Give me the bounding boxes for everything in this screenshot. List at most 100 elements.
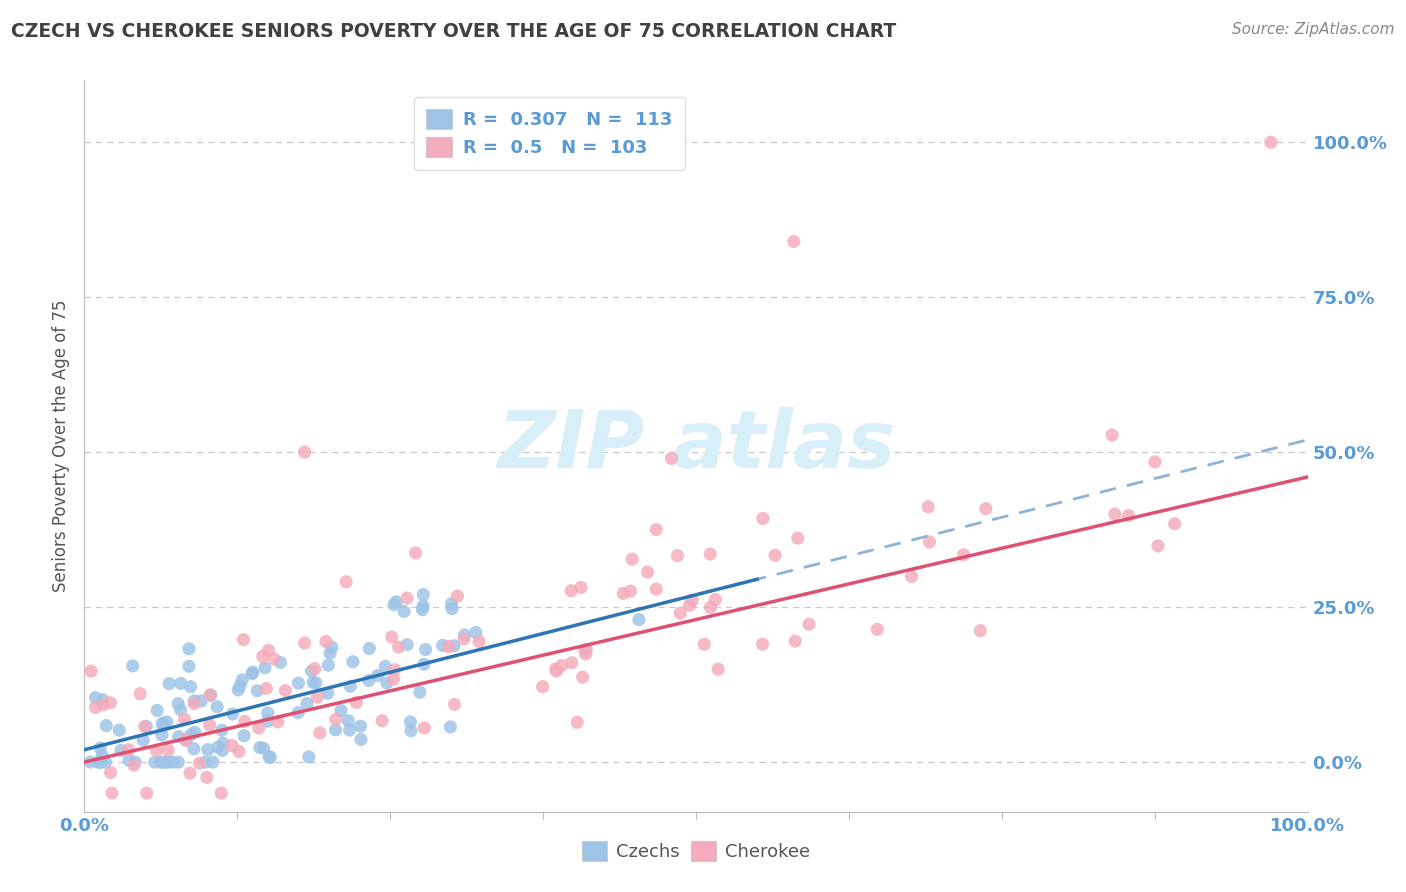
Point [315, 634, 337, 648]
Point [1118, 508, 1140, 523]
Point [339, 723, 361, 737]
Point [392, 604, 415, 618]
Text: Source: ZipAtlas.com: Source: ZipAtlas.com [1232, 22, 1395, 37]
Point [295, 697, 318, 711]
Point [396, 638, 419, 652]
Point [287, 706, 309, 720]
Point [294, 445, 316, 459]
Point [157, 755, 180, 769]
Point [367, 668, 389, 682]
Point [531, 680, 554, 694]
Point [132, 733, 155, 747]
Point [412, 599, 434, 613]
Point [305, 675, 328, 690]
Point [188, 756, 211, 771]
Point [350, 732, 373, 747]
Point [174, 733, 197, 747]
Point [385, 595, 408, 609]
Point [298, 749, 321, 764]
Point [645, 523, 668, 537]
Point [100, 696, 122, 710]
Point [307, 690, 329, 704]
Point [574, 643, 596, 657]
Point [693, 637, 716, 651]
Point [412, 588, 434, 602]
Point [1101, 428, 1123, 442]
Point [152, 755, 174, 769]
Point [342, 655, 364, 669]
Point [231, 673, 253, 687]
Point [200, 688, 222, 702]
Point [211, 723, 233, 738]
Point [269, 656, 291, 670]
Point [396, 591, 419, 606]
Point [240, 666, 263, 681]
Point [443, 639, 465, 653]
Point [952, 548, 974, 562]
Point [129, 687, 152, 701]
Point [627, 613, 650, 627]
Point [409, 685, 432, 699]
Point [337, 714, 360, 728]
Point [1147, 539, 1170, 553]
Point [415, 642, 437, 657]
Point [567, 715, 589, 730]
Point [335, 574, 357, 589]
Point [544, 662, 567, 676]
Point [259, 750, 281, 764]
Point [110, 743, 132, 757]
Legend: Czechs, Cherokee: Czechs, Cherokee [575, 834, 817, 869]
Point [101, 786, 124, 800]
Point [177, 659, 200, 673]
Point [405, 546, 427, 560]
Point [256, 714, 278, 729]
Point [84, 690, 107, 705]
Point [257, 643, 280, 657]
Point [571, 670, 593, 684]
Point [117, 743, 139, 757]
Point [969, 624, 991, 638]
Point [198, 717, 221, 731]
Point [274, 683, 297, 698]
Point [91, 698, 114, 712]
Point [678, 599, 700, 613]
Text: CZECH VS CHEROKEE SENIORS POVERTY OVER THE AGE OF 75 CORRELATION CHART: CZECH VS CHEROKEE SENIORS POVERTY OVER T… [11, 22, 897, 41]
Point [561, 656, 583, 670]
Point [699, 547, 721, 561]
Point [80, 664, 103, 678]
Point [349, 719, 371, 733]
Point [339, 679, 361, 693]
Point [228, 744, 250, 758]
Point [645, 582, 668, 596]
Point [177, 641, 200, 656]
Point [209, 786, 232, 800]
Point [918, 535, 941, 549]
Point [375, 676, 398, 690]
Point [304, 662, 326, 676]
Point [612, 586, 634, 600]
Point [318, 658, 340, 673]
Point [325, 712, 347, 726]
Point [124, 755, 146, 769]
Point [900, 569, 922, 583]
Point [232, 632, 254, 647]
Point [170, 676, 193, 690]
Point [399, 714, 422, 729]
Point [150, 728, 173, 742]
Point [374, 659, 396, 673]
Point [330, 704, 353, 718]
Point [560, 583, 582, 598]
Point [441, 601, 464, 615]
Point [91, 748, 114, 763]
Point [229, 679, 252, 693]
Point [179, 766, 201, 780]
Point [87, 755, 110, 769]
Point [108, 723, 131, 738]
Point [195, 771, 218, 785]
Point [382, 598, 405, 612]
Point [252, 741, 274, 756]
Point [143, 755, 166, 769]
Point [468, 634, 491, 648]
Point [257, 749, 280, 764]
Point [194, 755, 217, 769]
